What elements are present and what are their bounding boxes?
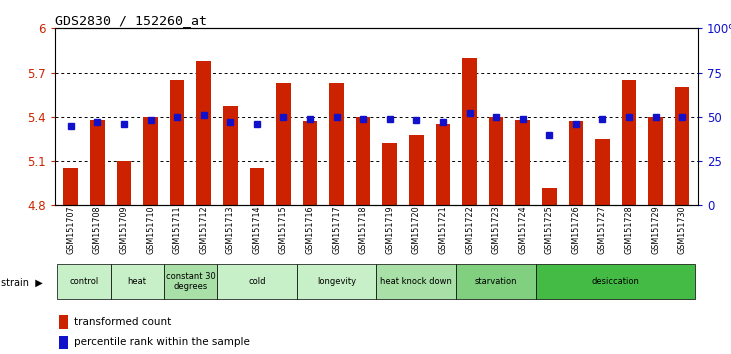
Text: GSM151718: GSM151718 [359,205,368,254]
Bar [297,264,376,299]
Bar [569,121,583,205]
Text: GDS2830 / 152260_at: GDS2830 / 152260_at [55,14,207,27]
Text: transformed count: transformed count [74,317,171,327]
Bar [217,264,297,299]
Text: starvation: starvation [475,277,518,286]
Text: GSM151719: GSM151719 [385,205,394,254]
Bar [58,336,68,349]
Bar [58,315,68,329]
Bar [462,58,477,205]
Bar [303,121,317,205]
Bar [197,61,211,205]
Text: GSM151725: GSM151725 [545,205,554,254]
Text: GSM151726: GSM151726 [572,205,580,254]
Text: GSM151713: GSM151713 [226,205,235,254]
Text: GSM151728: GSM151728 [624,205,634,254]
Bar [456,264,536,299]
Bar [376,264,456,299]
Bar [356,117,371,205]
Text: GSM151709: GSM151709 [119,205,129,254]
Text: desiccation: desiccation [592,277,640,286]
Text: GSM151721: GSM151721 [439,205,447,254]
Bar [110,264,164,299]
Bar [58,264,110,299]
Bar [249,169,264,205]
Bar [117,161,132,205]
Text: heat knock down: heat knock down [380,277,452,286]
Text: GSM151712: GSM151712 [199,205,208,254]
Bar [675,87,689,205]
Text: GSM151710: GSM151710 [146,205,155,254]
Text: GSM151727: GSM151727 [598,205,607,254]
Bar [542,188,556,205]
Bar [170,80,184,205]
Bar [143,117,158,205]
Bar [223,107,238,205]
Bar [436,124,450,205]
Text: GSM151724: GSM151724 [518,205,527,254]
Bar [409,135,424,205]
Text: percentile rank within the sample: percentile rank within the sample [74,337,250,348]
Text: GSM151715: GSM151715 [279,205,288,254]
Text: GSM151717: GSM151717 [332,205,341,254]
Bar [382,143,397,205]
Text: GSM151723: GSM151723 [491,205,501,254]
Bar [621,80,636,205]
Text: GSM151714: GSM151714 [252,205,262,254]
Bar [515,120,530,205]
Text: constant 30
degrees: constant 30 degrees [165,272,215,291]
Text: longevity: longevity [317,277,356,286]
Bar [648,117,663,205]
Text: strain  ▶: strain ▶ [1,278,43,288]
Text: GSM151729: GSM151729 [651,205,660,254]
Text: cold: cold [248,277,265,286]
Text: heat: heat [128,277,147,286]
Bar [276,83,291,205]
Bar [595,139,610,205]
Text: GSM151720: GSM151720 [412,205,421,254]
Bar [90,120,105,205]
Bar [64,169,78,205]
Text: GSM151711: GSM151711 [173,205,181,254]
Text: GSM151722: GSM151722 [465,205,474,254]
Text: GSM151730: GSM151730 [678,205,686,254]
Bar [536,264,695,299]
Text: GSM151716: GSM151716 [306,205,314,254]
Text: GSM151707: GSM151707 [67,205,75,254]
Bar [164,264,217,299]
Text: GSM151708: GSM151708 [93,205,102,254]
Bar [329,83,344,205]
Text: control: control [69,277,99,286]
Bar [489,117,504,205]
